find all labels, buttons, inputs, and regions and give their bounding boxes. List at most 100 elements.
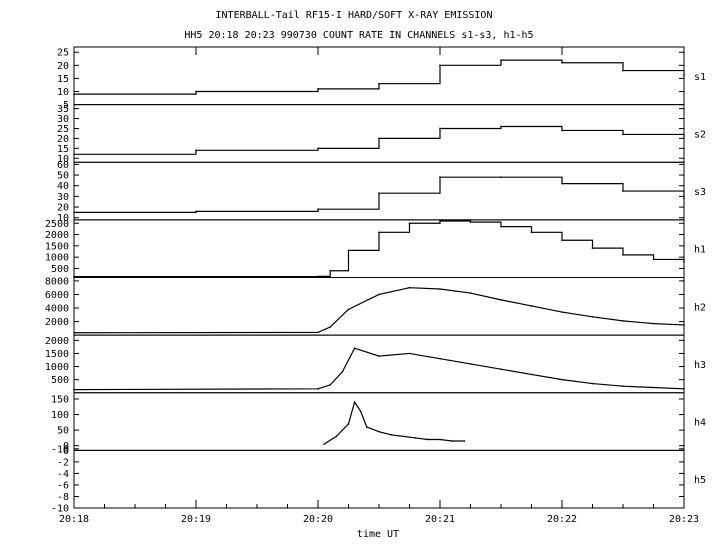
- data-point: [652, 258, 655, 261]
- y-tick-label: 20: [57, 134, 69, 145]
- data-point: [73, 211, 75, 214]
- panel-frame: [73, 46, 685, 106]
- data-point: [73, 388, 75, 391]
- data-point: [347, 308, 350, 311]
- data-point: [591, 316, 594, 318]
- chart-title: INTERBALL-Tail RF15-I HARD/SOFT X-RAY EM…: [216, 10, 493, 21]
- data-point: [561, 239, 563, 242]
- data-point: [561, 378, 563, 381]
- data-point: [469, 363, 472, 365]
- y-tick-label: 10: [57, 154, 69, 165]
- y-tick-label: 10: [57, 87, 69, 98]
- y-tick-label: -6: [57, 480, 69, 491]
- data-point: [530, 373, 533, 376]
- data-point: [451, 440, 454, 442]
- channel-label: h1: [694, 245, 706, 256]
- channel-label: h5: [694, 475, 706, 486]
- data-point: [622, 320, 624, 322]
- series-line-h3: [73, 347, 685, 391]
- y-tick-label: 30: [57, 114, 69, 125]
- data-point: [561, 311, 563, 313]
- data-point: [622, 133, 624, 136]
- panel-h3: 2000 1500 1000 500 h3: [45, 334, 706, 394]
- channel-label: s1: [694, 72, 706, 83]
- x-axis: 20:18 20:19 20:20 20:21 20:22 20:23: [59, 47, 699, 525]
- y-tick-label: 50: [57, 426, 69, 437]
- data-point: [317, 208, 319, 211]
- data-point: [469, 292, 472, 294]
- series-line-s3: [74, 176, 685, 214]
- data-point: [439, 176, 441, 178]
- y-tick-label: 30: [57, 192, 69, 203]
- data-point: [73, 331, 75, 334]
- y-tick-label: -4: [57, 469, 69, 480]
- y-tick-label: 15: [57, 144, 69, 155]
- data-point: [195, 149, 197, 152]
- x-tick-label: 20:19: [181, 514, 211, 525]
- data-point: [500, 299, 502, 301]
- y-tick-label: -10: [51, 504, 69, 515]
- data-point: [683, 324, 685, 326]
- y-tick-label: -10: [51, 444, 69, 455]
- x-tick-label: 20:21: [425, 514, 455, 525]
- data-point: [366, 426, 368, 428]
- y-tick-label: 0: [63, 446, 69, 457]
- y-tick-label: 1500: [45, 241, 69, 252]
- data-point: [317, 331, 319, 334]
- data-point: [561, 61, 563, 64]
- data-point: [390, 434, 393, 436]
- y-tick-label: 6000: [45, 290, 69, 301]
- y-tick-label: 10: [57, 213, 69, 224]
- data-point: [622, 254, 624, 256]
- channel-label: h4: [694, 418, 706, 429]
- y-tick-label: 5: [63, 100, 69, 111]
- y-tick-label: 2500: [45, 219, 69, 230]
- panel-frame: [73, 161, 685, 221]
- data-point: [378, 231, 380, 234]
- y-tick-label: 60: [57, 160, 69, 171]
- data-point: [317, 388, 319, 390]
- panel-s1: 25 20 15 10 5 s1: [57, 46, 706, 111]
- y-tick-label: 150: [51, 394, 69, 405]
- channel-label: s2: [694, 129, 706, 140]
- data-point: [622, 385, 624, 388]
- data-point: [683, 388, 685, 390]
- x-tick-label: 20:18: [59, 514, 89, 525]
- data-point: [317, 88, 319, 90]
- data-point: [353, 401, 356, 403]
- panel-h4: 150 100 50 0-10 h4: [51, 392, 706, 455]
- data-point: [500, 59, 502, 61]
- data-point: [73, 153, 75, 156]
- data-point: [439, 288, 441, 290]
- data-point: [378, 355, 380, 357]
- series-line-h4: [323, 400, 465, 445]
- panel-frame: [73, 277, 685, 336]
- data-point: [500, 368, 502, 370]
- y-tick-label: 20: [57, 203, 69, 214]
- data-point: [329, 326, 332, 328]
- data-point: [652, 322, 655, 325]
- data-point: [683, 137, 685, 140]
- data-point: [378, 192, 380, 194]
- data-point: [329, 384, 332, 386]
- y-tick-label: 20: [57, 61, 69, 72]
- data-point: [463, 440, 466, 442]
- data-point: [622, 190, 624, 192]
- data-point: [195, 210, 197, 213]
- chart-panels: 252015105s1353025201510s2605040302010s32…: [45, 46, 706, 515]
- data-point: [408, 222, 411, 225]
- x-tick-label: 20:22: [547, 514, 577, 525]
- data-point: [439, 127, 441, 130]
- y-tick-label: 2000: [45, 230, 69, 241]
- data-point: [652, 386, 655, 389]
- data-point: [335, 435, 338, 438]
- y-tick-label: 35: [57, 104, 69, 115]
- channel-label: h2: [694, 302, 706, 313]
- y-tick-label: 8000: [45, 276, 69, 287]
- data-point: [317, 147, 319, 150]
- y-tick-label: 40: [57, 181, 69, 192]
- channel-label: s3: [694, 187, 706, 198]
